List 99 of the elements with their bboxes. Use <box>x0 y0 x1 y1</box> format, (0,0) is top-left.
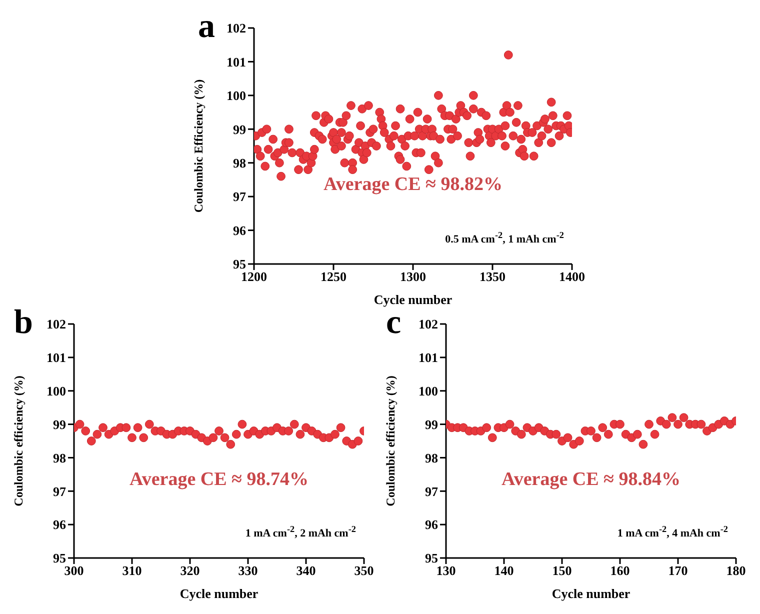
point <box>679 413 688 422</box>
point <box>133 423 142 432</box>
y-tick-label: 101 <box>226 54 246 70</box>
y-tick-label: 98 <box>53 450 66 466</box>
y-tick-label: 95 <box>425 550 438 566</box>
point <box>336 423 346 432</box>
point <box>226 440 236 449</box>
y-tick-label: 97 <box>53 484 66 499</box>
y-tick-label: 99 <box>425 416 438 432</box>
point <box>516 430 526 439</box>
x-tick-label: 320 <box>180 563 200 578</box>
y-tick-label: 102 <box>418 316 438 332</box>
point <box>214 426 224 436</box>
annotation: 0.5 mA cm$^{-2}$, 1 mAh cm$^{-2}$ <box>445 230 564 246</box>
point <box>208 433 218 442</box>
x-tick-label: 1250 <box>320 269 346 284</box>
point <box>644 420 654 429</box>
x-tick-label: 1200 <box>241 269 267 284</box>
text: c <box>386 304 402 341</box>
x-tick-label: 180 <box>726 563 746 578</box>
y-tick-label: 102 <box>46 316 66 332</box>
point <box>604 430 613 439</box>
point <box>598 423 608 432</box>
point <box>139 433 148 442</box>
point <box>144 420 154 429</box>
x-axis-title: Cycle number <box>374 292 452 307</box>
y-tick-label: 100 <box>226 88 246 104</box>
annotation: Average CE ≈ 98.82% <box>322 174 504 196</box>
y-tick-label: 98 <box>233 155 246 170</box>
point <box>552 430 561 439</box>
x-tick-label: 1350 <box>480 269 506 284</box>
x-tick-label: 330 <box>238 563 258 578</box>
point <box>482 423 492 432</box>
y-tick-label: 101 <box>46 350 66 366</box>
point <box>284 426 294 436</box>
y-axis-title: Coulombic efficiency (%) <box>383 376 398 506</box>
text: a <box>198 8 215 45</box>
point <box>574 436 584 446</box>
x-tick-label: 140 <box>494 563 514 578</box>
x-axis-title: Cycle number <box>552 586 630 601</box>
point <box>354 436 363 446</box>
point <box>92 430 102 439</box>
annotation: 1 mA cm$^{-2}$, 2 mAh cm$^{-2}$ <box>245 524 356 540</box>
x-tick-label: 300 <box>64 563 84 578</box>
point <box>488 433 497 442</box>
point <box>98 423 108 432</box>
x-tick-label: 350 <box>354 563 374 578</box>
x-tick-label: 1300 <box>400 269 426 284</box>
annotation: Average CE ≈ 98.84% <box>500 469 682 492</box>
point <box>632 430 642 439</box>
point <box>290 420 299 429</box>
y-tick-label: 96 <box>53 517 66 532</box>
y-tick-label: 99 <box>233 122 246 137</box>
point <box>668 413 677 422</box>
point <box>592 433 602 442</box>
point <box>75 420 84 429</box>
y-tick-label: 97 <box>425 484 438 499</box>
point <box>616 420 624 429</box>
y-axis-title: Coulombic Efficiency (%) <box>191 79 206 213</box>
y-tick-label: 102 <box>226 20 246 36</box>
y-tick-label: 99 <box>53 416 66 432</box>
y-tick-label: 96 <box>425 517 438 532</box>
point <box>238 420 247 429</box>
point <box>232 430 241 439</box>
point <box>505 420 514 429</box>
y-axis-title: Coulombic efficiency (%) <box>11 376 26 506</box>
point <box>122 423 131 432</box>
point <box>296 430 305 439</box>
point <box>128 433 136 442</box>
y-tick-label: 100 <box>418 383 438 398</box>
x-tick-label: 150 <box>552 563 572 578</box>
x-tick-label: 340 <box>296 563 316 578</box>
x-tick-label: 130 <box>436 563 456 578</box>
point <box>674 420 682 429</box>
y-tick-label: 100 <box>46 383 66 398</box>
point <box>638 440 648 449</box>
point <box>696 420 706 429</box>
point <box>81 426 90 436</box>
point <box>330 430 340 439</box>
x-tick-label: 160 <box>610 563 630 578</box>
x-tick-label: 1400 <box>559 269 585 284</box>
y-tick-label: 101 <box>418 350 438 366</box>
point <box>662 420 671 429</box>
point <box>586 426 596 436</box>
point <box>563 433 572 442</box>
y-tick-label: 96 <box>233 222 246 238</box>
text: b <box>14 304 33 341</box>
x-tick-label: 310 <box>122 563 142 578</box>
y-tick-label: 95 <box>233 256 246 272</box>
x-axis-title: Cycle number <box>180 586 258 601</box>
point <box>650 430 660 439</box>
annotation: 1 mA cm$^{-2}$, 4 mAh cm$^{-2}$ <box>617 524 728 540</box>
y-tick-label: 97 <box>233 189 246 204</box>
annotation: Average CE ≈ 98.74% <box>128 469 310 492</box>
x-tick-label: 170 <box>668 563 688 578</box>
point <box>220 433 230 442</box>
y-tick-label: 95 <box>53 550 66 566</box>
point <box>86 436 96 446</box>
y-tick-label: 98 <box>425 450 438 466</box>
